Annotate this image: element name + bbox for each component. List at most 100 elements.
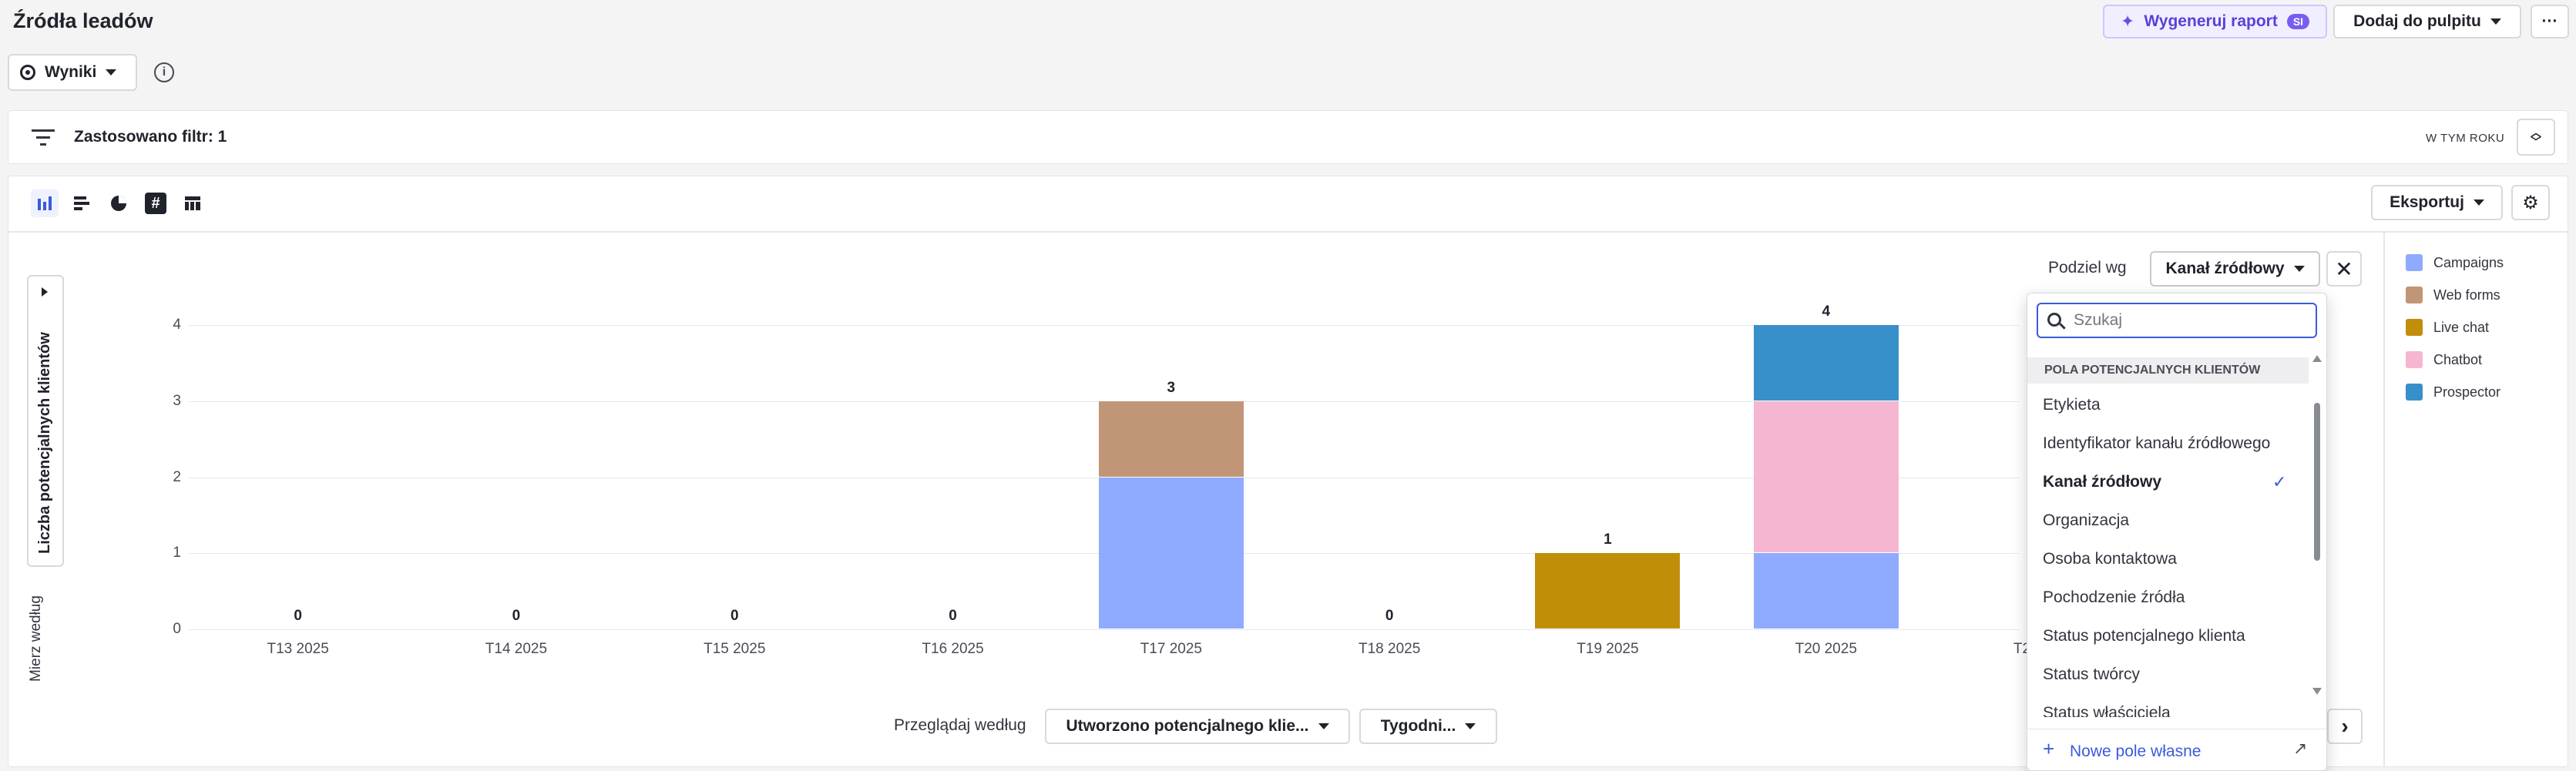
dropdown-item-label: Status potencjalnego klienta	[2043, 627, 2245, 645]
more-icon: ···	[2542, 12, 2558, 31]
dropdown-section-header: POLA POTENCJALNYCH KLIENTÓW	[2027, 357, 2309, 384]
dropdown-item-label: Kanał źródłowy	[2043, 473, 2161, 491]
filter-bar: Zastosowano filtr: 1 W TYM ROKU ︿ ﹀	[8, 110, 2568, 164]
dropdown-item[interactable]: Status potencjalnego klienta	[2027, 617, 2309, 655]
bar-segment[interactable]	[1754, 325, 1899, 401]
dropdown-item[interactable]: Pochodzenie źródła	[2027, 578, 2309, 617]
dropdown-item-label: Pochodzenie źródła	[2043, 588, 2185, 607]
legend-item[interactable]: Prospector	[2406, 384, 2500, 401]
generate-report-button[interactable]: ✦ Wygeneruj raport SI	[2103, 5, 2327, 39]
bar-chart-tab[interactable]	[68, 189, 96, 217]
legend-label: Web forms	[2433, 287, 2500, 303]
legend-label: Prospector	[2433, 384, 2500, 401]
browse-interval-select[interactable]: Tygodni...	[1359, 709, 1497, 744]
period-label: W TYM ROKU	[2426, 132, 2504, 145]
filter-icon[interactable]	[32, 128, 55, 146]
bar-segment[interactable]	[1754, 553, 1899, 629]
chevron-right-icon	[42, 287, 48, 297]
target-icon	[20, 65, 35, 80]
bar-segment[interactable]	[1754, 401, 1899, 553]
dropdown-item-label: Identyfikator kanału źródłowego	[2043, 434, 2270, 453]
bar-segment[interactable]	[1099, 478, 1244, 629]
split-by-select[interactable]: Kanał źródłowy	[2150, 251, 2320, 287]
add-to-dashboard-label: Dodaj do pulpitu	[2353, 12, 2481, 31]
dropdown-scrollbar[interactable]	[2312, 355, 2322, 717]
metric-select[interactable]: Wyniki	[8, 54, 137, 91]
export-button[interactable]: Eksportuj	[2371, 185, 2503, 220]
chevron-down-icon	[1318, 723, 1329, 729]
split-by-dropdown: POLA POTENCJALNYCH KLIENTÓW Etykieta Iden…	[2027, 293, 2327, 771]
dropdown-item[interactable]: Etykieta	[2027, 386, 2309, 424]
legend-label: Chatbot	[2433, 352, 2482, 368]
legend-item[interactable]: Live chat	[2406, 319, 2489, 336]
plus-icon: +	[2043, 737, 2054, 761]
browse-field-select[interactable]: Utworzono potencjalnego klie...	[1045, 709, 1350, 744]
legend-swatch	[2406, 287, 2423, 303]
chevron-down-icon	[2490, 18, 2501, 25]
chevron-down-icon	[2294, 266, 2305, 272]
dropdown-item[interactable]: Status właściciela	[2027, 694, 2309, 717]
legend-divider	[2383, 233, 2385, 767]
ai-badge: SI	[2287, 14, 2309, 29]
browse-field-label: Utworzono potencjalnego klie...	[1066, 717, 1308, 736]
period-stepper[interactable]: ︿ ﹀	[2517, 119, 2555, 156]
more-options-button[interactable]: ···	[2531, 5, 2569, 39]
legend-label: Live chat	[2433, 320, 2489, 336]
legend-item[interactable]: Web forms	[2406, 287, 2500, 303]
table-chart-tab[interactable]	[179, 189, 207, 217]
legend-item[interactable]: Chatbot	[2406, 351, 2482, 368]
info-icon[interactable]: i	[154, 62, 174, 82]
metric-select-label: Wyniki	[45, 63, 96, 82]
chart-toolbar-divider	[8, 231, 2568, 233]
chevron-down-icon	[2474, 199, 2484, 206]
dropdown-item[interactable]: Osoba kontaktowa	[2027, 540, 2309, 578]
dropdown-item-label: Status właściciela	[2043, 704, 2171, 717]
dropdown-item-label: Status twórcy	[2043, 665, 2140, 684]
next-page-button[interactable]: ›	[2327, 709, 2363, 744]
legend-swatch	[2406, 351, 2423, 368]
dropdown-list: Etykieta Identyfikator kanału źródłowego K…	[2027, 386, 2309, 717]
dropdown-item-label: Osoba kontaktowa	[2043, 550, 2177, 568]
chart-legend: Campaigns Web forms Live chat Chatbot Prospe…	[2406, 254, 2560, 424]
scrollbar-thumb[interactable]	[2314, 403, 2320, 561]
legend-swatch	[2406, 384, 2423, 401]
chevron-down-icon	[106, 69, 116, 75]
measure-select-label: Liczba potencjalnych klientów	[36, 554, 59, 577]
bar-segment[interactable]	[1535, 553, 1680, 629]
dropdown-item[interactable]: Identyfikator kanału źródłowego	[2027, 424, 2309, 463]
remove-split-button[interactable]: ✕	[2326, 251, 2362, 287]
search-field[interactable]	[2037, 303, 2317, 338]
browse-by-label: Przeglądaj według	[894, 716, 1026, 735]
split-by-label: Podziel wg	[2048, 259, 2127, 277]
external-link-icon: ↗	[2293, 739, 2307, 759]
scroll-down-icon	[2312, 688, 2322, 695]
new-custom-field-label: Nowe pole własne	[2070, 743, 2201, 761]
dropdown-item[interactable]: Status twórcy	[2027, 655, 2309, 694]
new-custom-field-button[interactable]: + Nowe pole własne ↗	[2027, 729, 2327, 771]
close-icon: ✕	[2335, 256, 2353, 282]
dropdown-item-label: Organizacja	[2043, 511, 2129, 530]
legend-item[interactable]: Campaigns	[2406, 254, 2504, 271]
scroll-up-icon	[2312, 355, 2322, 362]
dropdown-item[interactable]: Organizacja	[2027, 501, 2309, 540]
page-title: Źródła leadów	[13, 9, 153, 33]
pie-chart-tab[interactable]	[105, 189, 133, 217]
dropdown-item[interactable]: Kanał źródłowy ✓	[2027, 463, 2309, 501]
gear-icon: ⚙	[2522, 192, 2539, 214]
legend-swatch	[2406, 254, 2423, 271]
chevron-down-icon	[1465, 723, 1476, 729]
legend-swatch	[2406, 319, 2423, 336]
bar-segment[interactable]	[1099, 401, 1244, 477]
legend-label: Campaigns	[2433, 255, 2504, 271]
dropdown-item-label: Etykieta	[2043, 396, 2101, 414]
measure-by-label: Mierz według	[28, 682, 59, 712]
column-chart-tab[interactable]	[31, 189, 59, 217]
search-input[interactable]	[2074, 309, 2305, 332]
add-to-dashboard-button[interactable]: Dodaj do pulpitu	[2333, 5, 2521, 39]
measure-select[interactable]: Liczba potencjalnych klientów	[27, 275, 64, 567]
generate-report-label: Wygeneruj raport	[2144, 12, 2277, 31]
chart-settings-button[interactable]: ⚙	[2511, 185, 2550, 220]
filter-applied-label[interactable]: Zastosowano filtr: 1	[74, 128, 227, 146]
chevron-down-icon: ﹀	[2531, 137, 2541, 146]
number-chart-tab[interactable]: #	[142, 189, 170, 217]
